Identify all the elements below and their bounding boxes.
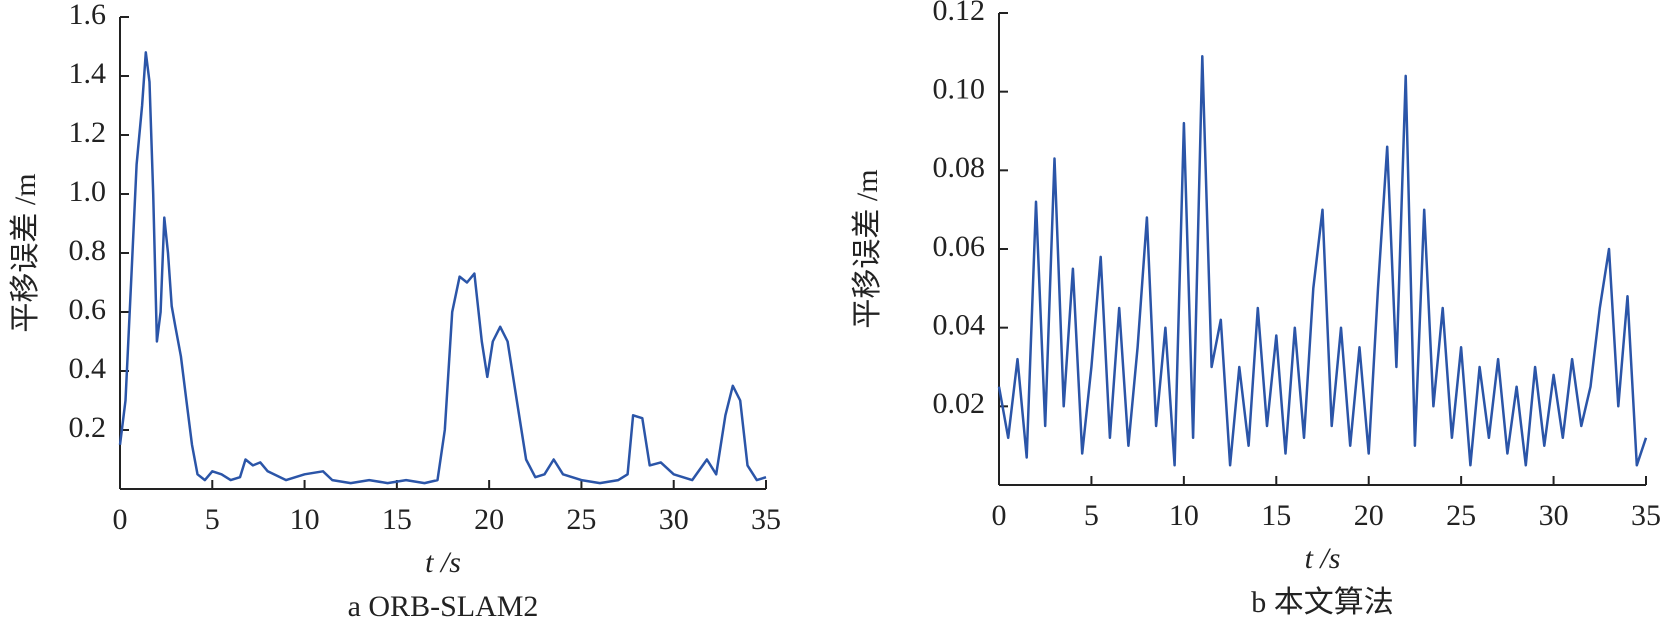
y-tick-label: 0.10: [933, 73, 986, 106]
y-tick-label: 0.8: [69, 234, 107, 267]
y-tick-label: 1.6: [69, 0, 107, 31]
x-tick-label: 0: [113, 503, 128, 536]
x-tick-label: 15: [382, 503, 412, 536]
data-line: [997, 55, 1648, 467]
x-tick-label: 25: [1446, 499, 1476, 532]
y-tick-label: 0.06: [933, 230, 986, 263]
x-tick-label: 30: [1539, 499, 1569, 532]
y-tick-label: 1.2: [69, 116, 107, 149]
y-tick-label: 0.08: [933, 151, 986, 184]
y-axis-label: 平移误差 /m: [9, 173, 42, 332]
caption: a ORB-SLAM2: [348, 590, 539, 623]
x-axis-label: t /s: [425, 546, 461, 579]
x-tick-label: 10: [290, 503, 320, 536]
x-tick-label: 35: [751, 503, 781, 536]
x-axis-label: t /s: [1305, 542, 1341, 575]
x-tick-label: 20: [474, 503, 504, 536]
x-tick-label: 5: [1084, 499, 1099, 532]
y-tick-label: 0.6: [69, 293, 107, 326]
y-axis-label: 平移误差 /m: [851, 169, 884, 328]
y-tick-label: 0.04: [933, 309, 986, 342]
y-tick-label: 0.2: [69, 411, 107, 444]
x-tick-label: 25: [566, 503, 596, 536]
data-line: [118, 51, 767, 485]
x-tick-label: 0: [992, 499, 1007, 532]
y-tick-label: 0.4: [69, 352, 107, 385]
x-tick-label: 35: [1631, 499, 1661, 532]
caption: b 本文算法: [1251, 586, 1394, 619]
y-tick-label: 0.02: [933, 387, 986, 420]
x-tick-label: 30: [659, 503, 689, 536]
y-tick-label: 1.0: [69, 175, 107, 208]
x-tick-label: 20: [1354, 499, 1384, 532]
x-tick-label: 15: [1261, 499, 1291, 532]
x-tick-label: 5: [205, 503, 220, 536]
y-tick-label: 0.12: [933, 0, 986, 27]
y-tick-label: 1.4: [69, 57, 107, 90]
x-tick-label: 10: [1169, 499, 1199, 532]
